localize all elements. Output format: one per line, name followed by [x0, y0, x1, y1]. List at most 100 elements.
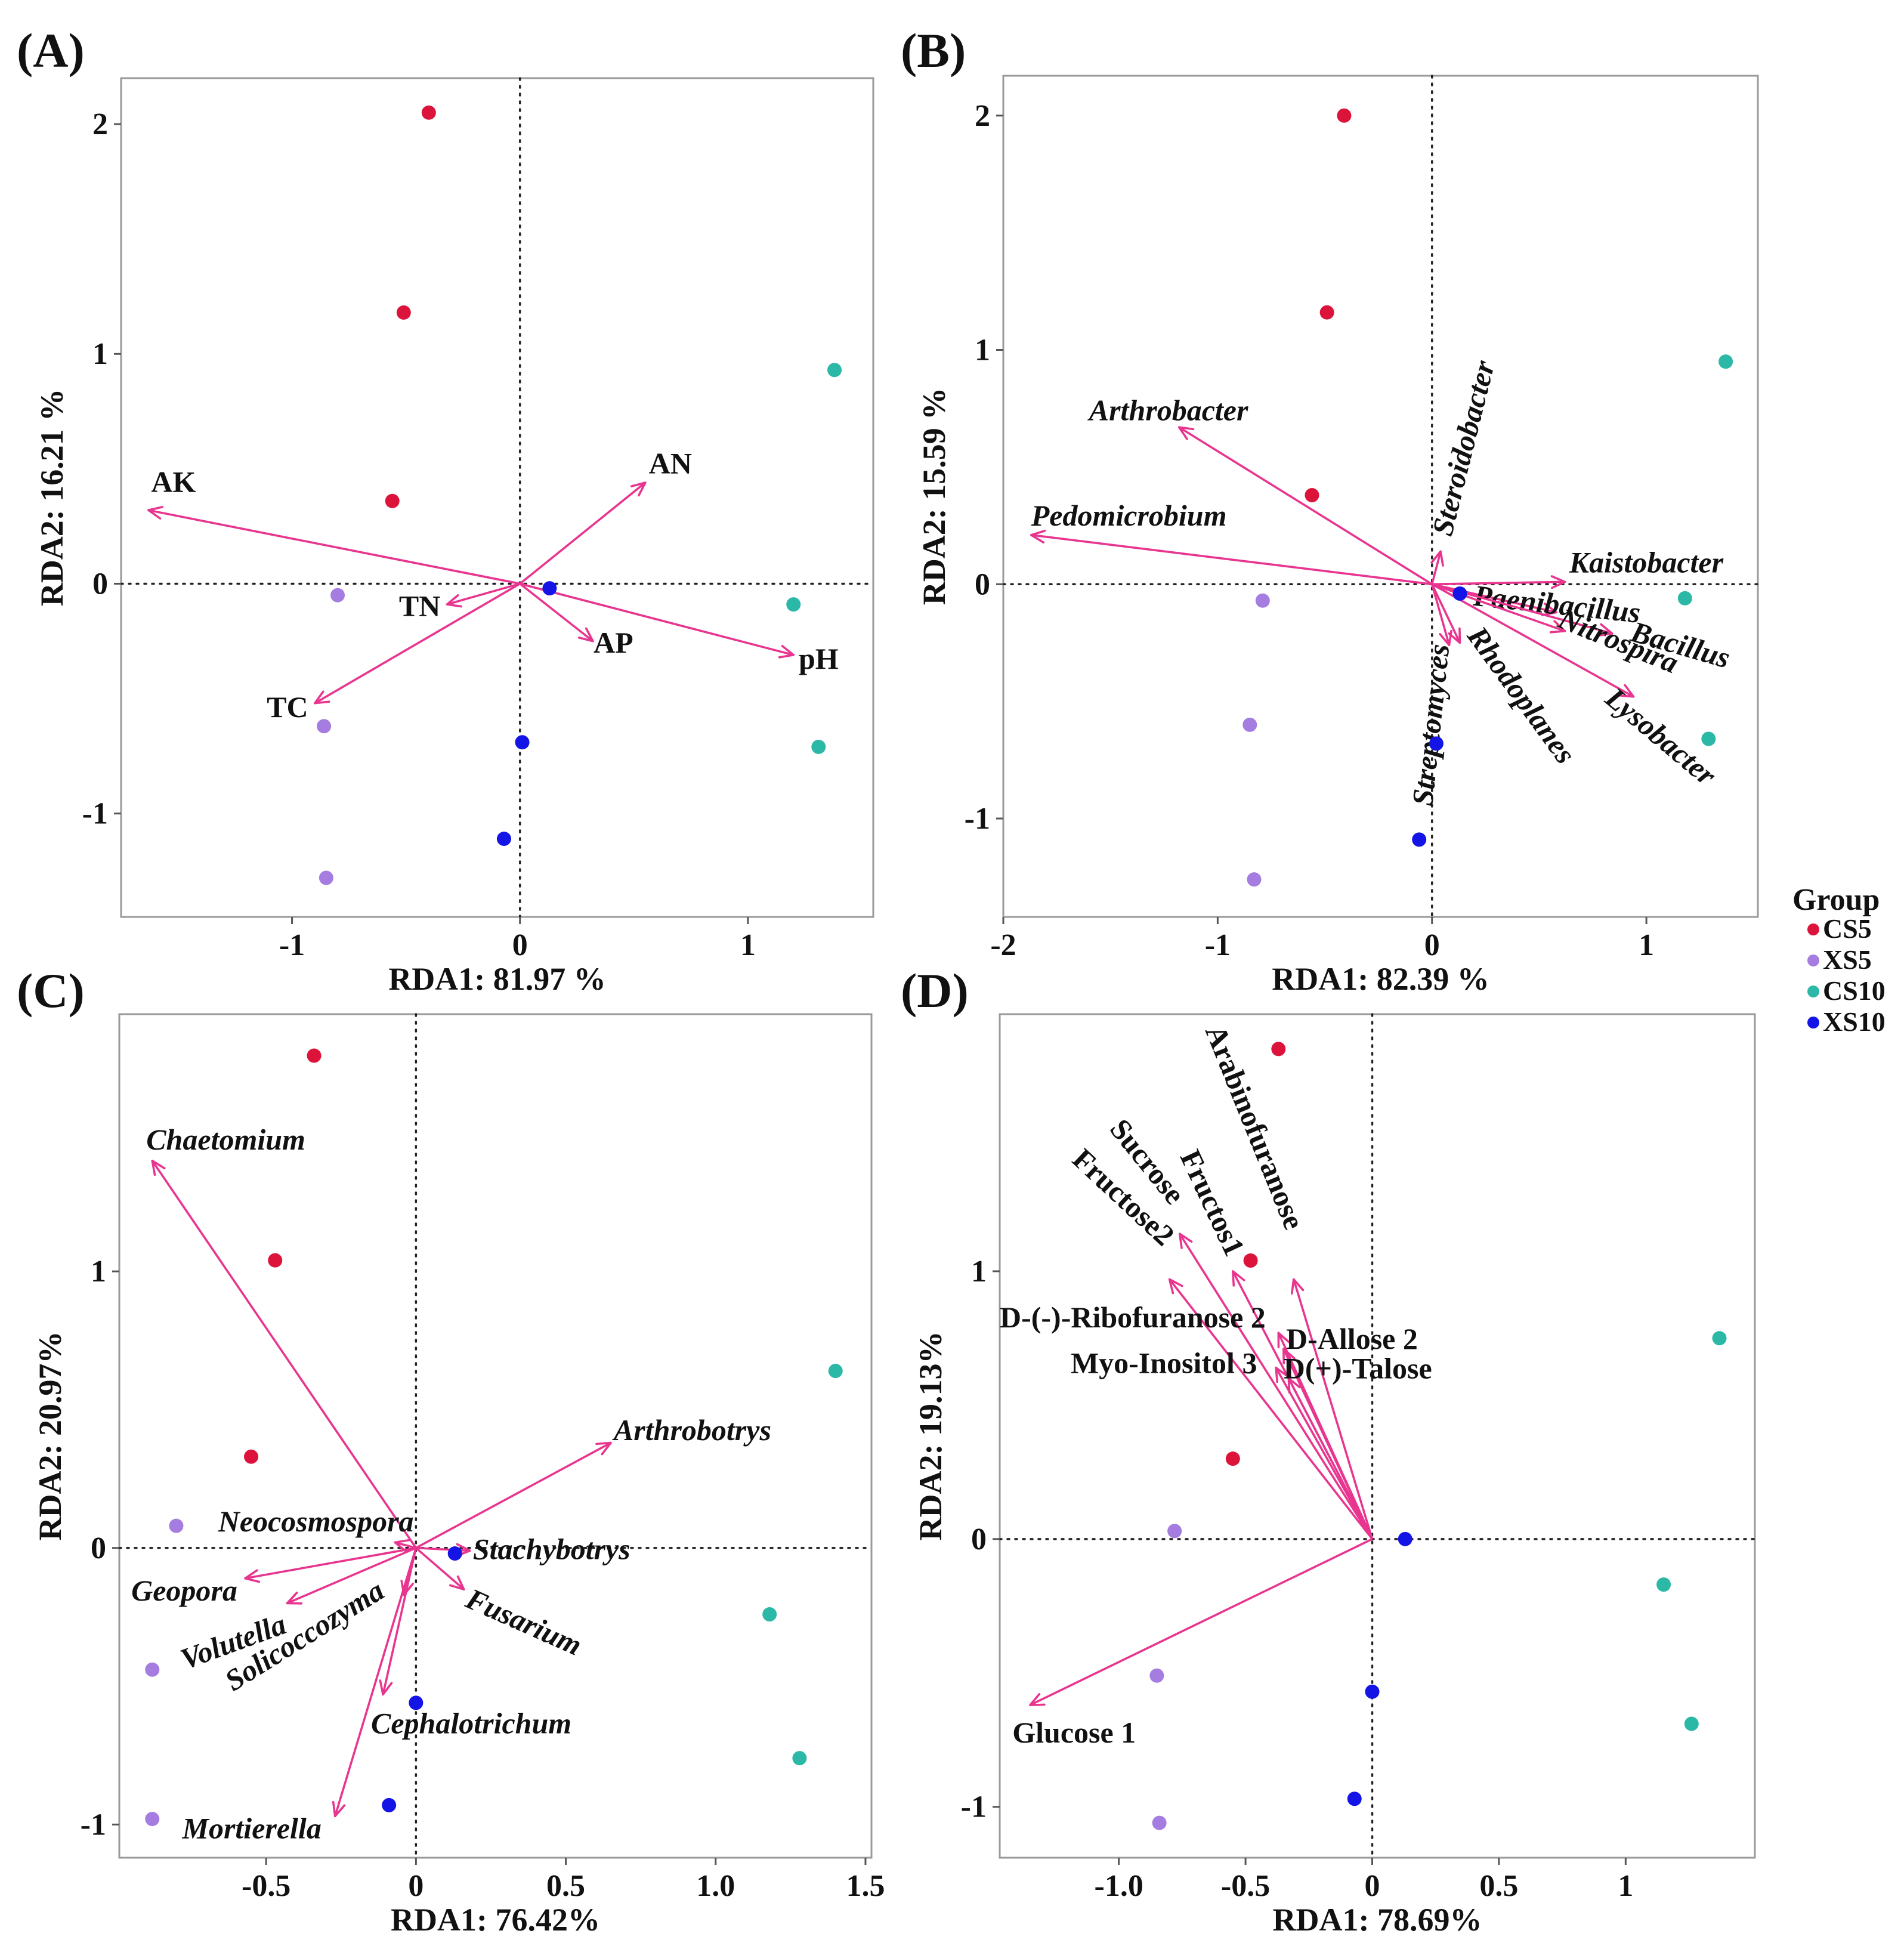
panel-b-arrow-head-rhodoplanes: [1448, 627, 1461, 644]
panel-a-y-tick-label: -1: [82, 797, 108, 831]
panel-c-arrow-geopora: Geopora: [131, 1546, 416, 1607]
panel-d-arrow-label-glucose-1: Glucose 1: [1012, 1716, 1136, 1749]
panel-b-arrow-shaft-arthrobacter: [1178, 426, 1433, 585]
panel-b-arrow-shaft-lysobacter: [1431, 583, 1634, 698]
panel-a-y-tick-label: 2: [92, 107, 108, 141]
legend-title: Group: [1792, 883, 1880, 917]
panel-b-arrow-head-bacillus: [1597, 623, 1614, 637]
panel-a-arrow-ap: AP: [519, 583, 633, 659]
panel-a-arrow-shaft-an: [519, 481, 647, 585]
panel-c-arrow-label-cephalotrichum: Cephalotrichum: [371, 1706, 571, 1740]
panel-b-point-cs5: [1319, 305, 1334, 320]
panel-d-arrow-head-d-talose: [1287, 1377, 1301, 1394]
panel-d-arrow-shaft-d-allose-2: [1282, 1348, 1374, 1540]
panel-a-letter: (A): [17, 23, 85, 78]
legend-label-xs5: XS5: [1823, 944, 1872, 975]
panel-b-letter: (B): [901, 23, 966, 78]
panel-b-point-xs10: [1452, 586, 1467, 601]
panel-a-point-cs5: [421, 105, 436, 120]
panel-b-point-cs5: [1305, 488, 1319, 503]
panel-a-point-cs10: [827, 363, 842, 378]
panel-b-x-tick-label: -2: [990, 928, 1016, 962]
panel-d-arrow-glucose-1: Glucose 1: [1012, 1538, 1373, 1749]
panel-c-point-cs5: [307, 1048, 322, 1063]
panel-c-arrow-head-volutella: [286, 1592, 303, 1605]
panel-b-point-xs5: [1247, 872, 1262, 887]
panel-c-arrow-mortierella: Mortierella: [182, 1547, 418, 1845]
panel-b-arrow-head-pedomicrobium: [1030, 529, 1046, 543]
panel-c-point-xs5: [145, 1662, 160, 1677]
panel-c-arrow-shaft-mortierella: [333, 1547, 418, 1817]
panel-a-arrow-head-ap: [577, 627, 594, 643]
panel-c-y-tick-label: 1: [91, 1255, 106, 1289]
panel-a-x-axis-title: RDA1: 81.97 %: [388, 961, 605, 997]
panel-a-arrow-label-ph: pH: [799, 642, 839, 675]
panel-d-frame: [999, 1013, 1756, 1859]
panel-a-arrow-shaft-ak: [148, 509, 521, 585]
panel-c-arrow-label-chaetomium: Chaetomium: [146, 1123, 305, 1156]
panel-b-point-cs10: [1701, 731, 1716, 746]
panel-c-point-xs10: [409, 1695, 424, 1710]
panel-d-point-cs10: [1656, 1577, 1671, 1592]
panel-d-arrow-head-fructos1: [1232, 1270, 1245, 1287]
panel-c-arrow-cephalotrichum: Cephalotrichum: [371, 1547, 571, 1740]
panel-d-x-tick-label: 0: [1365, 1869, 1380, 1903]
panel-a-point-xs5: [317, 719, 332, 734]
panel-a-arrow-shaft-tn: [446, 582, 521, 606]
panel-c-y-axis-title: RDA2: 20.97%: [32, 1332, 68, 1541]
panel-a-arrow-head-an: [630, 481, 647, 497]
panel-c-point-xs5: [145, 1812, 160, 1827]
panel-c-x-tick-label: 0.5: [546, 1869, 585, 1903]
panel-a-point-xs10: [496, 832, 511, 847]
panel-b-arrow-kaistobacter: Kaistobacter: [1432, 546, 1724, 589]
panel-a-point-cs5: [396, 305, 411, 320]
panel-d-point-xs5: [1152, 1815, 1167, 1830]
legend-marker-xs10: [1807, 1017, 1819, 1028]
panel-c-point-cs10: [762, 1607, 777, 1622]
panel-a-arrow-label-an: AN: [649, 447, 692, 480]
panel-b-arrow-label-arthrobacter: Arthrobacter: [1087, 393, 1248, 427]
panel-b-arrow-shaft-steroidobacter: [1431, 551, 1442, 585]
panel-d-point-cs10: [1712, 1331, 1727, 1346]
panel-b-y-tick-label: 0: [975, 567, 990, 601]
panel-b-arrow-head-nitrospira: [1549, 620, 1566, 634]
panel-a-arrow-label-ak: AK: [151, 465, 196, 498]
panel-d-arrow-d-allose-2: D-Allose 2: [1282, 1322, 1418, 1540]
panel-c-point-xs10: [447, 1546, 462, 1561]
panel-b-point-cs10: [1718, 354, 1733, 369]
panel-c-point-cs10: [828, 1364, 843, 1379]
panel-a-x-tick-label: 0: [512, 928, 528, 962]
panel-d-arrow-d-ribofuranose-2: D-(-)-Ribofuranose 2: [1000, 1301, 1374, 1540]
panel-a-point-xs5: [330, 588, 345, 603]
panel-c-x-tick-label: 1.5: [846, 1869, 885, 1903]
panel-c-x-tick-label: 0: [408, 1869, 424, 1903]
panel-b-arrow-head-kaistobacter: [1550, 575, 1566, 589]
panel-d-arrow-shaft-sucrose: [1179, 1233, 1374, 1540]
panel-a-arrow-tn: TN: [399, 582, 521, 622]
panel-d-x-tick-label: 1: [1618, 1869, 1633, 1903]
panel-d-point-cs5: [1225, 1451, 1240, 1466]
panel-c-arrow-shaft-chaetomium: [151, 1160, 417, 1549]
panel-c-arrow-shaft-cephalotrichum: [382, 1547, 418, 1695]
panel-d-arrow-label-d-talose: D(+)-Talose: [1284, 1351, 1432, 1385]
panel-a-arrow-label-tn: TN: [399, 589, 440, 622]
legend-marker-xs5: [1807, 955, 1819, 966]
panel-c-arrow-head-fusarium: [449, 1575, 465, 1591]
panel-d-point-xs5: [1167, 1524, 1182, 1539]
panel-b-y-tick-label: 2: [975, 99, 990, 133]
panel-d-y-axis-title: RDA2: 19.13%: [913, 1332, 948, 1541]
panel-a-point-xs10: [542, 581, 557, 596]
panel-d-arrow-shaft-d-talose: [1287, 1377, 1374, 1540]
panel-a-arrow-an: AN: [519, 447, 692, 585]
panel-b-point-xs5: [1242, 717, 1257, 732]
panel-a-x-tick-label: 1: [740, 928, 756, 962]
panel-c-point-cs5: [244, 1449, 259, 1464]
panel-a-arrow-tc: TC: [267, 582, 521, 724]
panel-d-x-tick-label: -0.5: [1221, 1869, 1270, 1903]
panel-a-point-cs10: [811, 739, 826, 754]
panel-c-arrow-shaft-arthrobotrys: [415, 1442, 611, 1549]
panel-b-arrow-label-kaistobacter: Kaistobacter: [1569, 546, 1724, 579]
panel-c-arrow-label-arthrobotrys: Arthrobotrys: [612, 1413, 771, 1447]
